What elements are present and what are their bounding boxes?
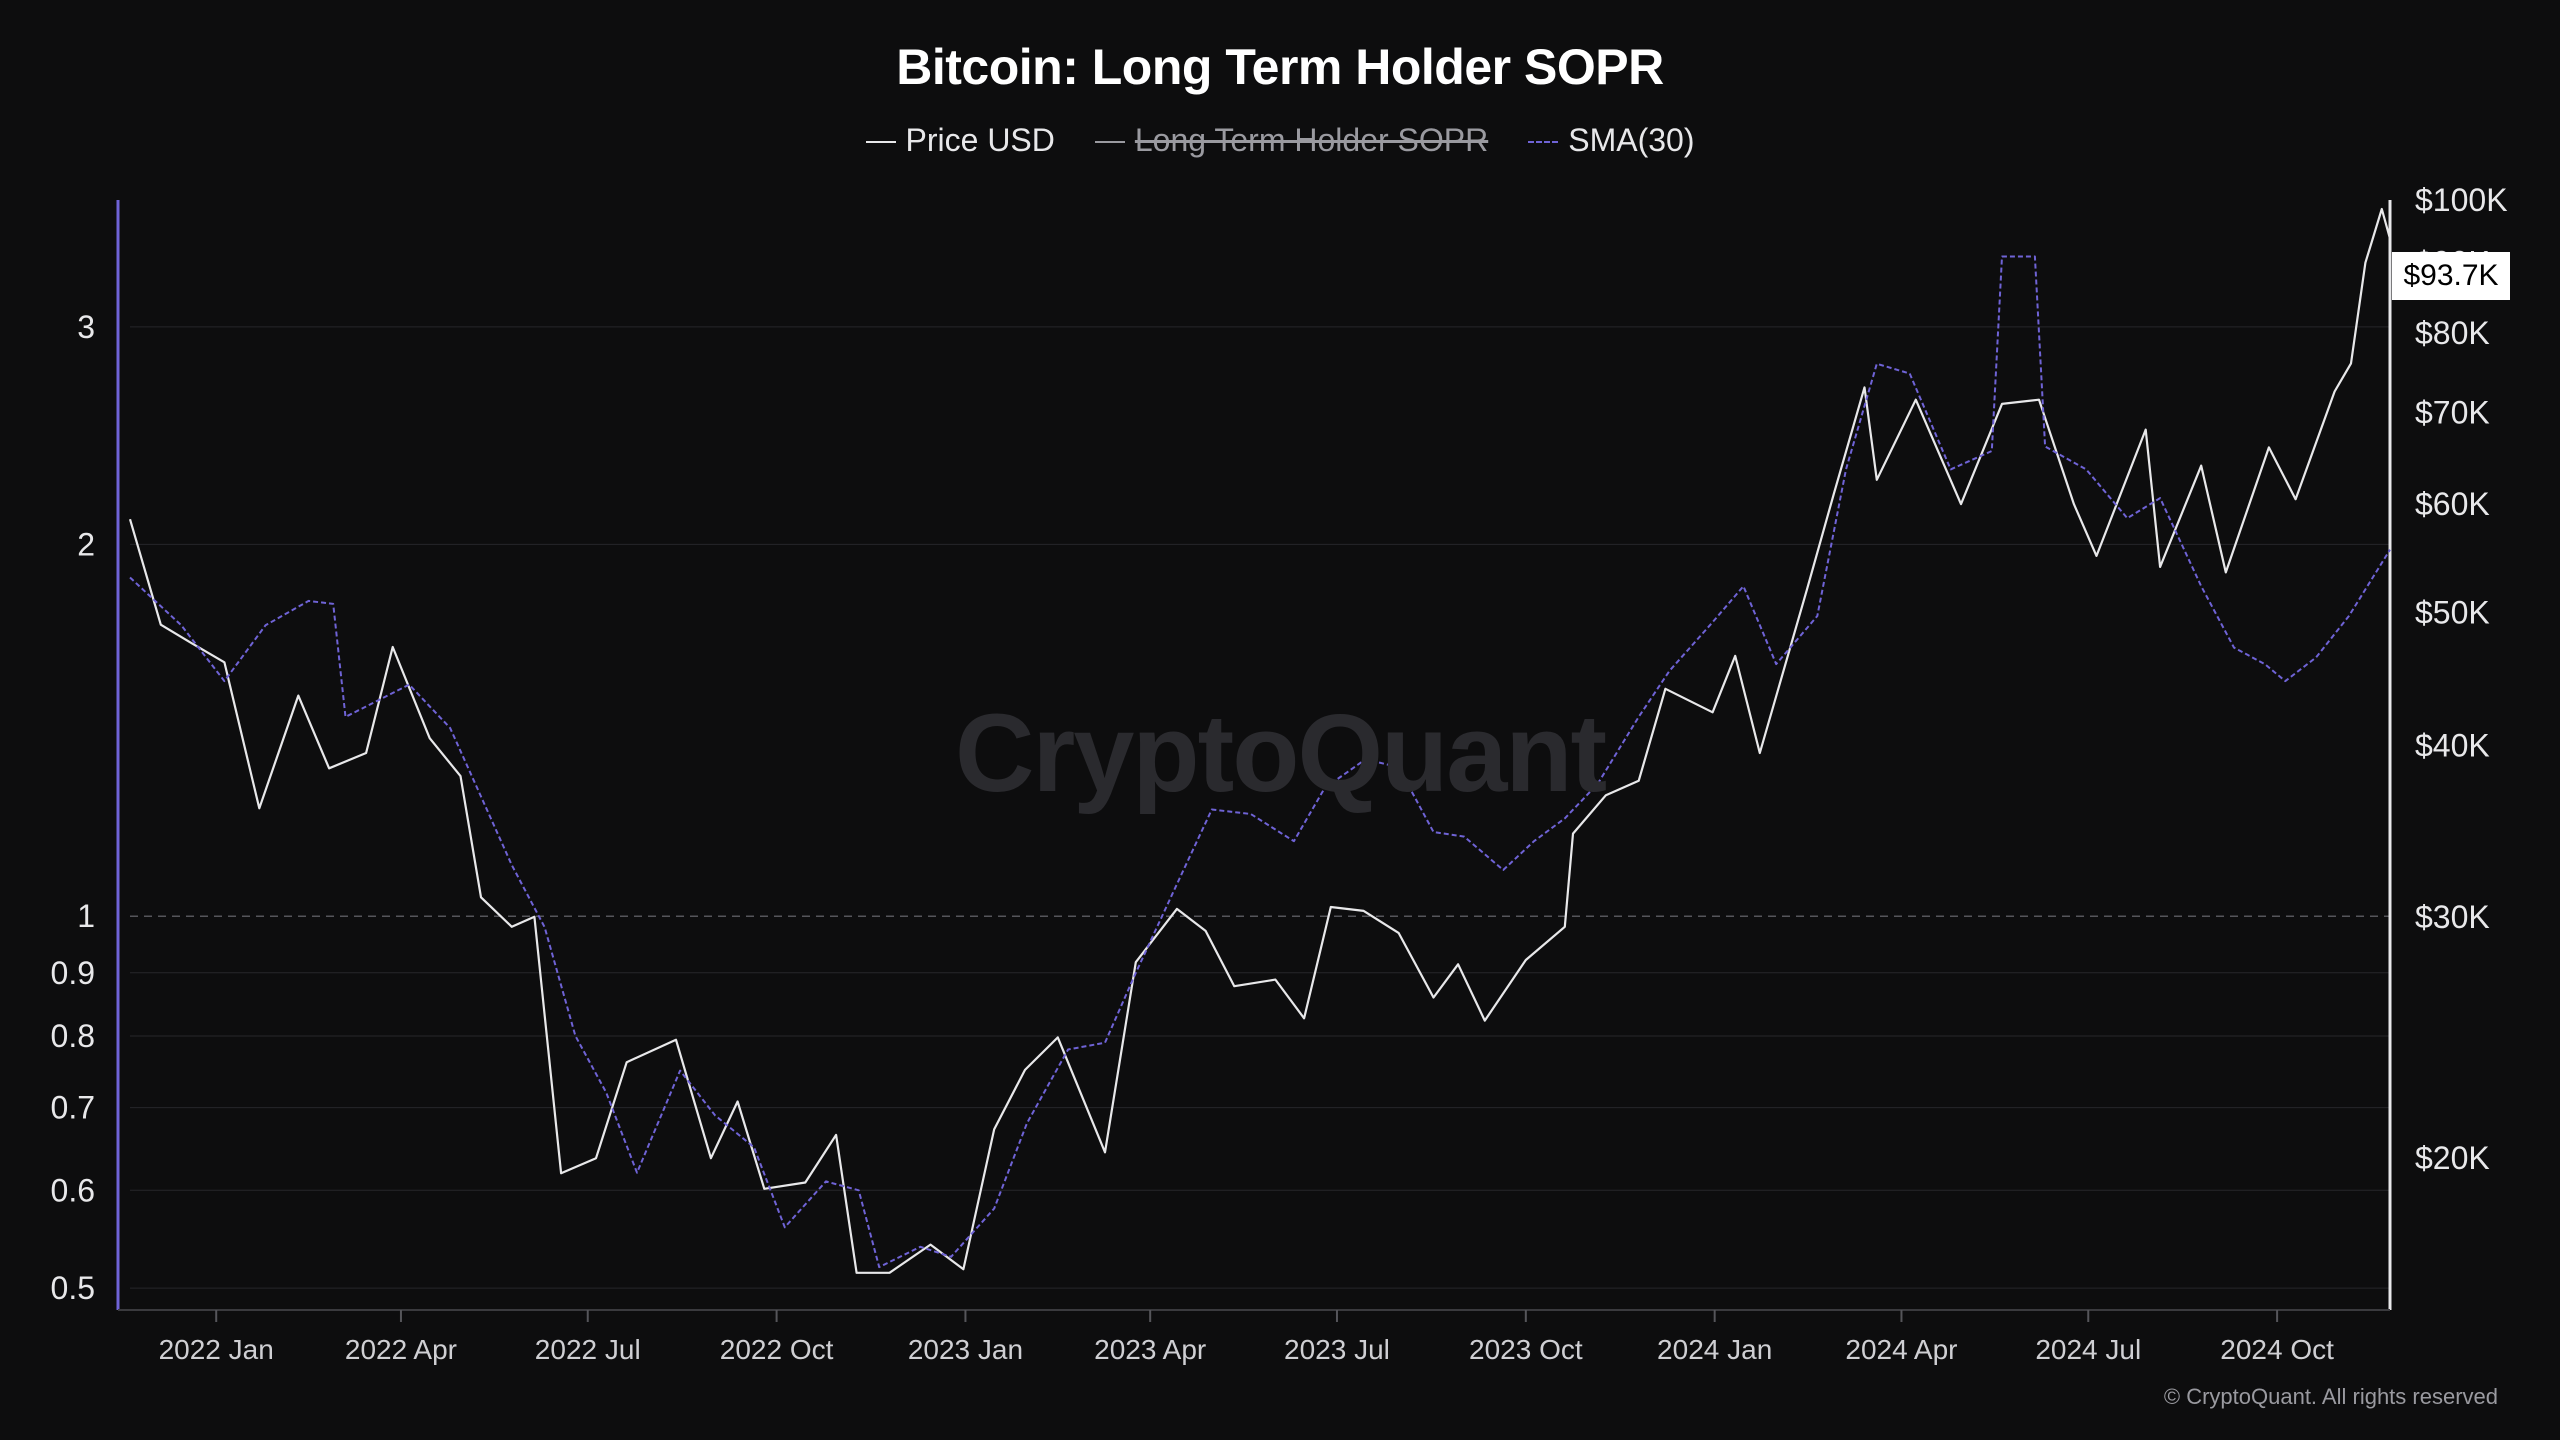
chart-title: Bitcoin: Long Term Holder SOPR (896, 39, 1664, 95)
x-tick-label: 2023 Jan (908, 1334, 1023, 1365)
left-tick-label: 0.5 (51, 1270, 95, 1306)
legend: Price USD Long Term Holder SOPR SMA(30) (0, 122, 2560, 159)
x-tick-label: 2024 Oct (2220, 1334, 2334, 1365)
legend-item-sma[interactable]: SMA(30) (1528, 122, 1694, 159)
legend-item-lth-sopr[interactable]: Long Term Holder SOPR (1094, 122, 1489, 159)
grid-lines (130, 326, 2390, 1289)
right-tick-label: $60K (2415, 486, 2490, 522)
left-tick-label: 0.8 (51, 1018, 95, 1054)
x-tick-label: 2024 Jul (2035, 1334, 2141, 1365)
axes (116, 200, 2392, 1311)
right-axis-ticks: $20K$30K$40K$50K$60K$70K$80K$90K$100K (2415, 182, 2508, 1176)
series-lines (128, 207, 2392, 1274)
current-price-badge: $93.7K (2392, 252, 2510, 300)
left-tick-label: 0.9 (51, 955, 95, 991)
x-axis-ticks: 2022 Jan 2022 Apr 2022 Jul 2022 Oct 2023 Jan… (159, 1310, 2334, 1365)
legend-label-sma: SMA(30) (1568, 122, 1695, 158)
x-tick-label: 2022 Jan (159, 1334, 274, 1365)
series-line-sma30 (129, 255, 2391, 1269)
copyright-text: © CryptoQuant. All rights reserved (2163, 1384, 2498, 1409)
watermark: CryptoQuant (955, 692, 1607, 815)
legend-item-price[interactable]: Price USD (865, 122, 1055, 159)
x-tick-label: 2023 Oct (1469, 1334, 1583, 1365)
legend-label-price: Price USD (905, 122, 1055, 158)
left-tick-label: 0.6 (51, 1172, 95, 1208)
series-line-price-usd (128, 207, 2392, 1274)
right-tick-label: $50K (2415, 595, 2490, 631)
right-tick-label: $80K (2415, 315, 2490, 351)
x-tick-label: 2024 Jan (1657, 1334, 1772, 1365)
x-tick-label: 2023 Jul (1284, 1334, 1390, 1365)
right-tick-label: $30K (2415, 899, 2490, 935)
x-tick-label: 2023 Apr (1094, 1334, 1206, 1365)
x-tick-label: 2022 Apr (345, 1334, 457, 1365)
legend-swatch-lth-sopr (1094, 140, 1125, 143)
left-axis-ticks: 0.5 0.6 0.7 0.8 0.9 1 2 3 (51, 309, 95, 1306)
legend-swatch-sma (1528, 140, 1559, 143)
x-tick-label: 2024 Apr (1845, 1334, 1957, 1365)
left-tick-label: 0.7 (51, 1090, 95, 1126)
right-tick-label: $20K (2415, 1140, 2490, 1176)
x-tick-label: 2022 Oct (720, 1334, 834, 1365)
right-tick-label: $70K (2415, 394, 2490, 430)
legend-label-lth-sopr: Long Term Holder SOPR (1134, 122, 1489, 158)
right-tick-label: $40K (2415, 728, 2490, 764)
left-tick-label: 3 (77, 309, 95, 345)
left-tick-label: 2 (77, 526, 95, 562)
right-tick-label: $100K (2415, 182, 2508, 218)
legend-swatch-price (865, 140, 896, 143)
left-tick-label: 1 (77, 898, 95, 934)
x-tick-label: 2022 Jul (535, 1334, 641, 1365)
